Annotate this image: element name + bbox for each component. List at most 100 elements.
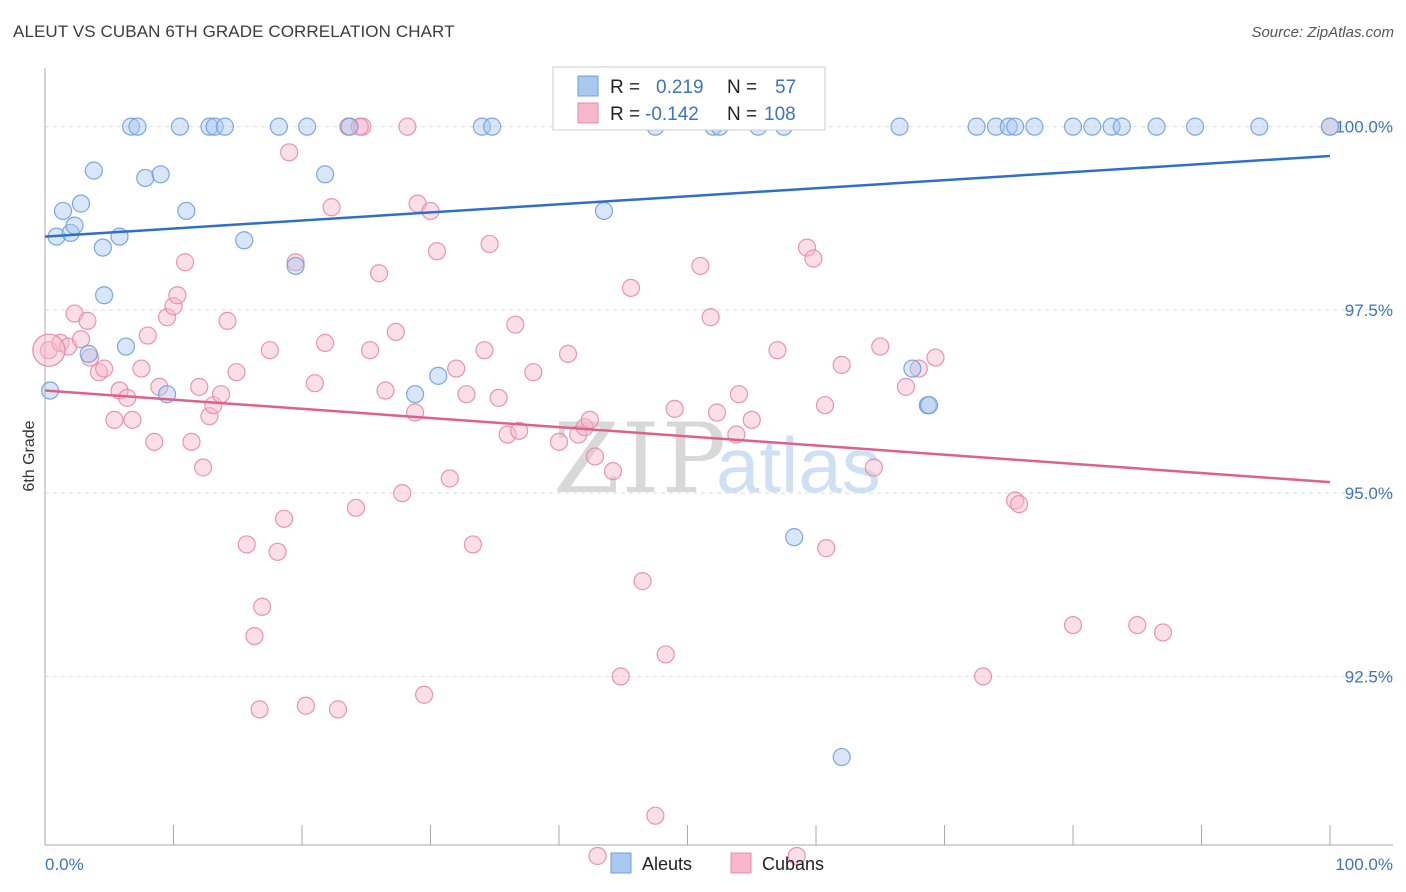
trend-lines xyxy=(44,154,1331,484)
cubans-point xyxy=(585,447,605,466)
chart-source: Source: ZipAtlas.com xyxy=(1251,24,1394,41)
aleuts-point xyxy=(151,165,170,184)
cubans-point xyxy=(817,539,836,558)
cubans-point xyxy=(361,341,380,360)
chart-title: ALEUT VS CUBAN 6TH GRADE CORRELATION CHA… xyxy=(13,22,455,41)
cubans-point xyxy=(190,377,209,396)
aleuts-point xyxy=(286,256,305,276)
aleuts-trend-line xyxy=(44,154,1331,238)
bottom-legend-label-aleuts: Aleuts xyxy=(642,854,692,874)
cubans-point xyxy=(322,198,341,217)
cubans-point xyxy=(973,667,993,686)
legend-r-cubans: -0.142 xyxy=(645,104,699,125)
bottom-legend-label-cubans: Cubans xyxy=(762,854,824,874)
aleuts-point xyxy=(1320,117,1340,136)
aleuts-point xyxy=(71,194,91,213)
cubans-point xyxy=(346,498,366,517)
cubans-point xyxy=(274,509,294,528)
cubans-point xyxy=(707,403,727,422)
cubans-point xyxy=(524,363,543,382)
cubans-point xyxy=(1063,615,1083,635)
cubans-point xyxy=(768,341,787,360)
aleuts-point xyxy=(890,117,909,136)
aleuts-point xyxy=(1185,117,1205,136)
legend-swatch-aleuts xyxy=(577,75,599,97)
cubans-point xyxy=(132,359,151,378)
cubans-point xyxy=(506,315,525,334)
aleuts-point xyxy=(95,286,114,305)
cubans-point xyxy=(95,359,114,378)
cubans-point xyxy=(832,355,851,374)
bottom-legend-swatch-aleuts xyxy=(610,852,632,874)
legend-n-aleuts: 57 xyxy=(775,77,796,98)
watermark: ZIP atlas xyxy=(553,403,881,515)
cubans-point xyxy=(633,572,652,591)
cubans-point xyxy=(350,117,369,136)
legend-swatch-cubans xyxy=(577,102,599,124)
cubans-point xyxy=(328,700,348,719)
cubans-point xyxy=(701,308,720,327)
aleuts-point xyxy=(200,117,219,136)
aleuts-point xyxy=(215,117,234,136)
cubans-point xyxy=(245,626,264,646)
cubans-point xyxy=(268,542,287,561)
cubans-point xyxy=(909,359,928,378)
aleuts-point xyxy=(316,165,335,184)
aleuts-point xyxy=(235,231,254,250)
aleuts-point xyxy=(177,201,196,221)
cubans-point xyxy=(611,667,630,686)
series-legend: Aleuts Cubans xyxy=(610,852,824,874)
cubans-point xyxy=(193,458,213,477)
cubans-point xyxy=(164,297,183,316)
aleuts-point xyxy=(1147,117,1166,136)
cubans-point xyxy=(489,388,508,407)
cubans-point xyxy=(237,535,256,554)
legend-n-label-aleuts: N = xyxy=(727,77,757,98)
cubans-point xyxy=(105,410,124,429)
stats-legend: R = 0.219 N = 57 R = -0.142 N = 108 xyxy=(552,66,826,131)
cubans-point xyxy=(414,685,434,704)
aleuts-point xyxy=(472,117,491,136)
aleuts-point xyxy=(483,117,502,136)
cubans-point xyxy=(457,385,476,404)
aleuts-point xyxy=(1083,117,1102,136)
cubans-point xyxy=(71,330,91,349)
cubans-point xyxy=(138,326,157,345)
cubans-point xyxy=(440,469,459,488)
cubans-point xyxy=(296,696,315,715)
cubans-point xyxy=(926,348,945,367)
cubans-point xyxy=(427,242,447,261)
cubans-point xyxy=(621,278,641,298)
y-axis-label: 6th Grade xyxy=(21,420,38,491)
cubans-point xyxy=(510,421,529,440)
cubans-point xyxy=(145,432,164,451)
cubans-point xyxy=(447,359,466,378)
aleuts-point xyxy=(136,168,155,188)
cubans-point xyxy=(1009,495,1029,514)
cubans-point xyxy=(498,425,517,444)
cubans-point xyxy=(211,385,231,404)
cubans-point xyxy=(580,410,599,429)
aleuts-point xyxy=(832,747,851,767)
aleuts-point xyxy=(65,216,84,235)
aleuts-point xyxy=(903,359,922,378)
cubans-point xyxy=(393,484,412,503)
cubans-point-large xyxy=(32,333,66,367)
aleuts-point xyxy=(1250,117,1269,136)
cubans-point xyxy=(386,322,405,341)
cubans-point xyxy=(182,432,201,451)
cubans-point xyxy=(280,143,299,162)
cubans-point xyxy=(316,333,335,352)
gridlines xyxy=(45,126,1393,677)
cubans-point xyxy=(665,399,684,418)
cubans-point xyxy=(200,407,219,426)
aleuts-point xyxy=(298,117,317,136)
cubans-point xyxy=(175,253,195,272)
cubans-point xyxy=(558,344,578,363)
cubans-point xyxy=(549,432,569,451)
legend-r-aleuts: 0.219 xyxy=(656,77,704,98)
cubans-point xyxy=(78,311,97,330)
cubans-point xyxy=(603,462,623,481)
cubans-point xyxy=(797,238,817,257)
